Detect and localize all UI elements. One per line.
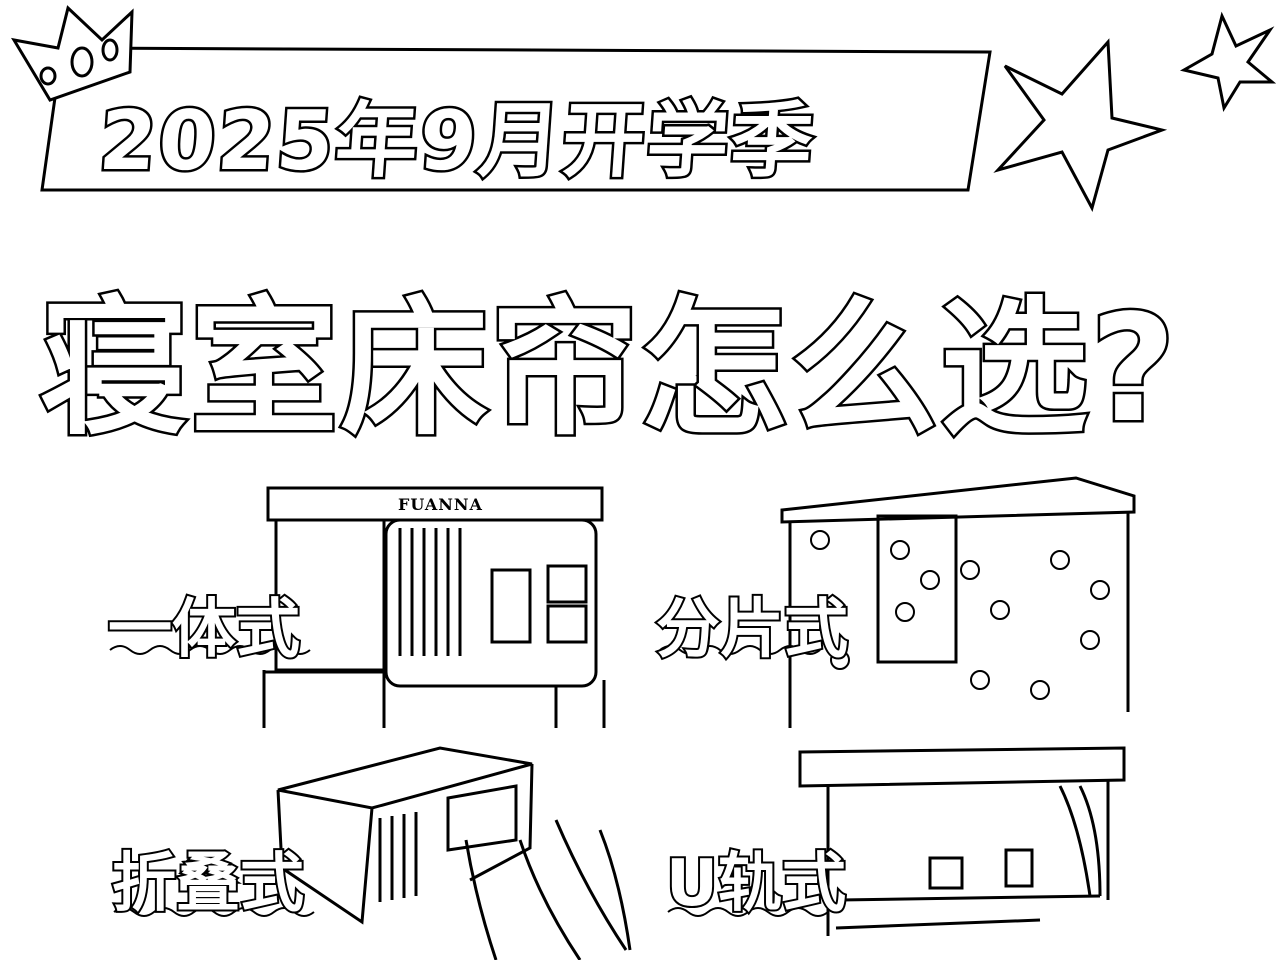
bed-u-rail-illustration (798, 746, 1126, 936)
banner-shape (40, 46, 992, 192)
bed-integrated-illustration (262, 486, 606, 728)
option-folding-label: 折叠式 (110, 845, 306, 923)
wave-underline (667, 907, 829, 917)
option-integrated-label: 一体式 (106, 591, 302, 669)
wave-underline (659, 645, 821, 655)
wave-underline (113, 907, 315, 917)
star-icon (1179, 11, 1277, 113)
banner-title: 2025年9月开学季 (94, 92, 821, 192)
option-u-rail-label: U轨式 (664, 845, 848, 923)
bed-folding-illustration (276, 746, 632, 960)
option-sectional-label: 分片式 (654, 591, 850, 669)
star-icon (993, 38, 1168, 213)
main-title: 寝室床帘怎么选? (38, 281, 1179, 458)
bed-sectional-illustration (780, 476, 1136, 728)
crown-icon (11, 5, 134, 102)
brand-label: FUANNA (398, 495, 483, 514)
